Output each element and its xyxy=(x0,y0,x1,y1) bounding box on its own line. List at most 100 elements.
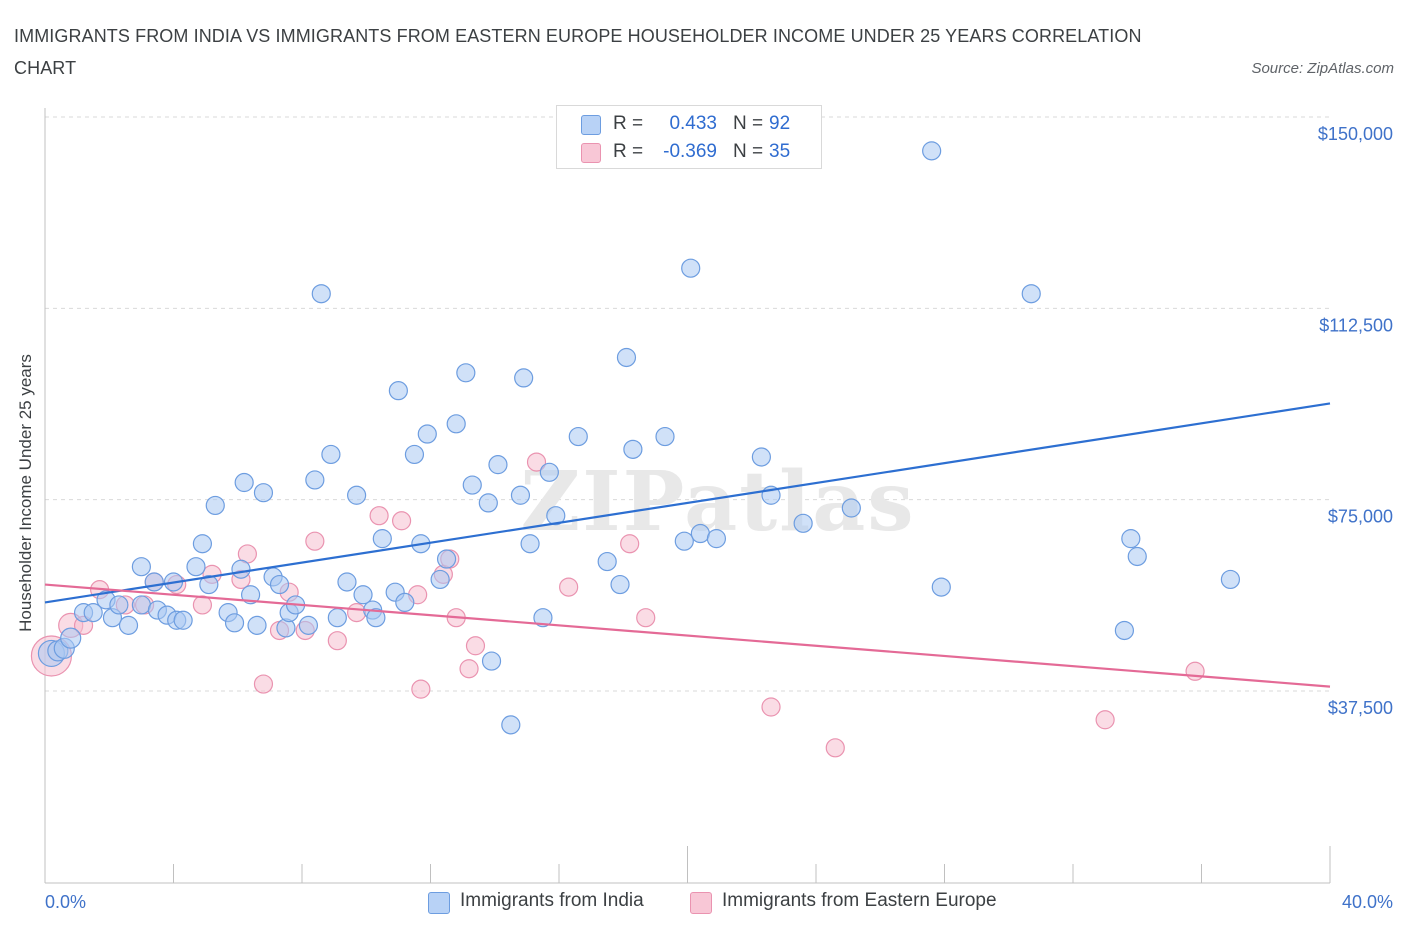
india-point xyxy=(224,613,245,633)
india-point xyxy=(395,592,415,613)
india-point xyxy=(298,615,319,635)
india-point xyxy=(388,381,408,401)
india-point xyxy=(60,627,82,649)
india-point xyxy=(186,557,206,577)
ee-trend-line xyxy=(44,583,1331,688)
india-point xyxy=(655,426,675,447)
x-tick-label: 0.0% xyxy=(45,892,86,912)
n-value: 92 xyxy=(769,113,791,134)
india-point xyxy=(109,595,129,615)
india-point xyxy=(931,577,951,597)
india-point xyxy=(241,585,261,605)
india-point xyxy=(253,483,274,503)
india-point xyxy=(690,523,710,544)
india-point xyxy=(751,447,771,467)
x-tick-label: 40.0% xyxy=(1342,892,1393,912)
india-point xyxy=(417,424,437,444)
ee-point xyxy=(761,697,781,717)
y-tick-label: $37,500 xyxy=(1328,698,1393,718)
india-point xyxy=(514,368,534,388)
ee-point xyxy=(526,452,547,472)
chart-title: IMMIGRANTS FROM INDIA VS IMMIGRANTS FROM… xyxy=(14,26,1142,78)
axes xyxy=(44,108,1331,884)
india-point xyxy=(305,470,325,490)
india-point xyxy=(533,608,553,628)
india-point xyxy=(922,141,942,161)
ee-point xyxy=(1095,710,1115,730)
india-point xyxy=(597,551,617,572)
india-point xyxy=(327,608,347,628)
india-point xyxy=(131,557,151,577)
india-point xyxy=(1127,546,1147,567)
india-swatch xyxy=(581,115,601,135)
r-label: R = xyxy=(613,141,644,162)
y-tick-label: $75,000 xyxy=(1328,507,1393,527)
india-point xyxy=(144,572,164,592)
source-note: Source: ZipAtlas.com xyxy=(1251,60,1394,77)
india-trend-line xyxy=(44,402,1331,604)
n-value: 35 xyxy=(769,141,791,162)
india-point xyxy=(337,572,357,592)
correlation-legend: R = 0.433 N = 92 R = -0.369 N = 35 xyxy=(556,105,822,169)
n-label: N = xyxy=(733,113,764,134)
india-point xyxy=(510,485,531,505)
india-point xyxy=(372,529,392,549)
india-point xyxy=(404,444,425,465)
india-point xyxy=(353,585,373,605)
india-point xyxy=(488,455,508,475)
legend-label-eastern-europe: Immigrants from Eastern Europe xyxy=(722,890,997,911)
ee-point xyxy=(411,679,431,699)
india-point xyxy=(199,574,219,595)
y-tick-label: $150,000 xyxy=(1318,124,1393,144)
india-point xyxy=(205,495,225,516)
legend-label-india: Immigrants from India xyxy=(460,890,644,911)
india-point xyxy=(366,608,386,628)
india-point xyxy=(793,513,813,533)
india-point xyxy=(118,615,139,635)
ee-point xyxy=(347,603,367,623)
y-tick-labels: $37,500 $75,000 $112,500 $150,000 xyxy=(1318,124,1393,718)
india-point xyxy=(462,475,482,495)
india-swatch xyxy=(428,892,450,914)
ee-point xyxy=(1185,661,1205,681)
y-tick-label: $112,500 xyxy=(1319,315,1393,335)
india-point xyxy=(568,426,588,447)
india-point xyxy=(234,472,254,493)
india-point xyxy=(706,529,727,549)
ee-swatch xyxy=(690,892,712,914)
ee-point xyxy=(465,636,486,656)
india-point xyxy=(173,610,193,630)
india-point xyxy=(546,506,566,526)
r-value: 0.433 xyxy=(669,113,717,134)
india-point xyxy=(446,414,466,434)
india-point xyxy=(83,603,103,623)
india-point xyxy=(436,549,457,569)
india-point xyxy=(456,363,476,383)
india-point xyxy=(311,284,331,304)
x-tick-labels: 0.0% 40.0% xyxy=(45,892,1393,912)
india-point xyxy=(321,444,341,465)
ee-point xyxy=(636,608,656,628)
india-point xyxy=(481,651,502,671)
india-point xyxy=(478,493,498,513)
india-point xyxy=(616,347,637,368)
india-point xyxy=(681,258,701,278)
r-label: R = xyxy=(613,113,644,134)
ee-swatch xyxy=(581,143,601,163)
ee-point xyxy=(825,738,845,758)
india-point xyxy=(347,485,367,505)
india-point xyxy=(231,559,251,579)
ee-point xyxy=(620,534,640,554)
r-value: -0.369 xyxy=(663,141,717,162)
india-point xyxy=(623,439,643,459)
india-point xyxy=(610,574,630,595)
india-point xyxy=(520,534,540,554)
india-point xyxy=(841,498,861,518)
trend-lines xyxy=(44,402,1331,688)
india-point xyxy=(247,615,267,635)
ee-point xyxy=(305,531,325,551)
ee-point xyxy=(391,511,412,531)
ee-point xyxy=(369,506,389,526)
gridlines xyxy=(45,116,1330,692)
ee-point xyxy=(327,631,347,651)
